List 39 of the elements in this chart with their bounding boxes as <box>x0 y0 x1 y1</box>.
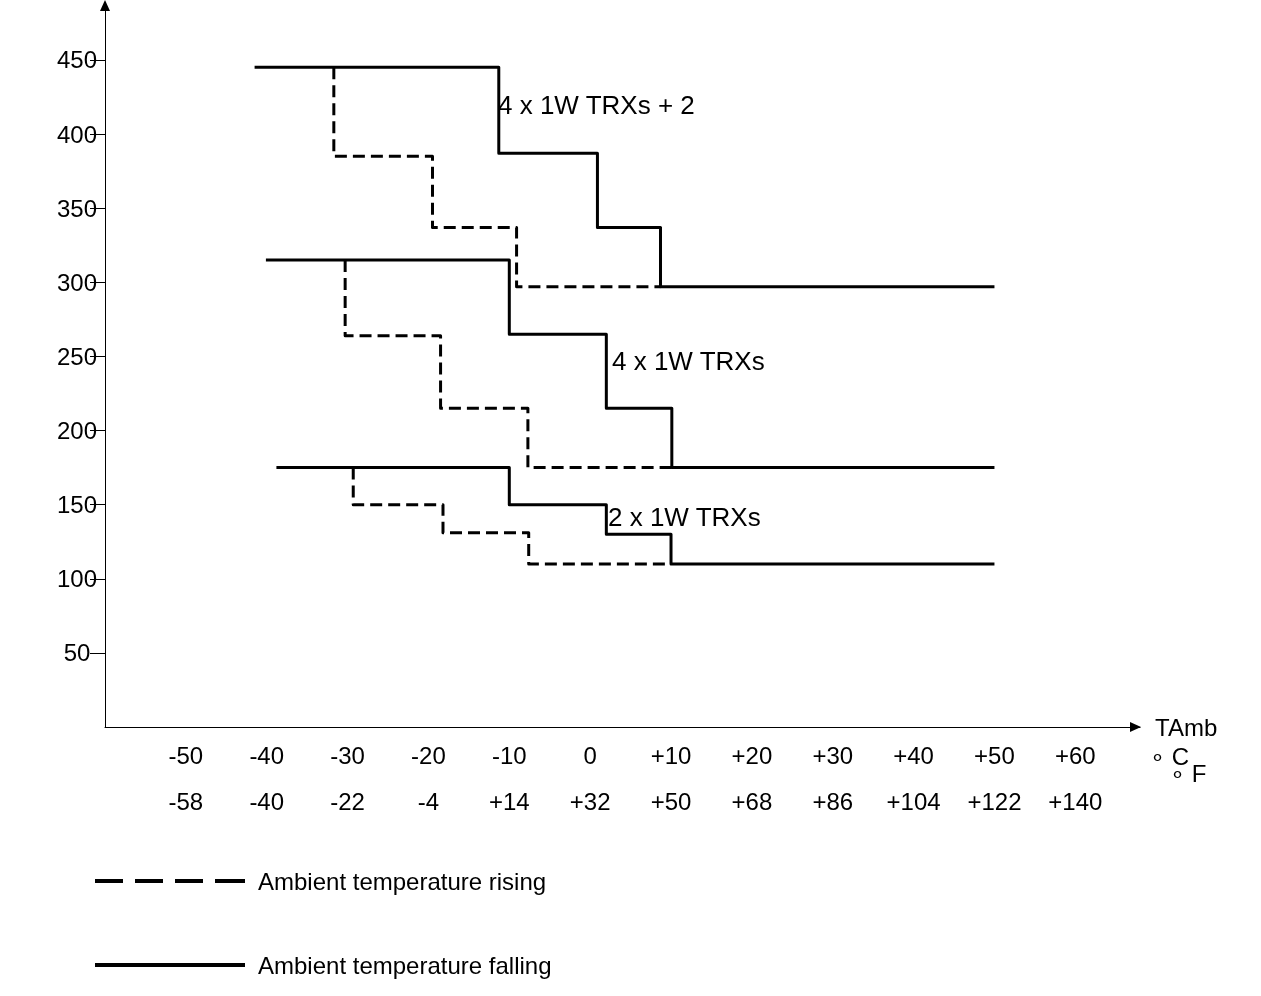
annotation: 2 x 1W TRXs <box>608 502 761 532</box>
x-axis-title: TAmb <box>1155 713 1218 741</box>
y-tick-label: 300 <box>56 268 98 296</box>
x-tick-label: +20 <box>731 741 773 769</box>
x2-tick-label: +14 <box>488 787 530 815</box>
y-tick-label: 50 <box>63 639 91 667</box>
x2-tick-label: +50 <box>650 787 692 815</box>
x-tick-label: -30 <box>330 741 365 769</box>
x2-tick-label: -40 <box>249 787 285 815</box>
legend-label: Ambient temperature rising <box>258 867 547 895</box>
y-tick-label: 400 <box>56 120 98 148</box>
x2-tick-label: +104 <box>886 787 941 815</box>
x-tick-label: -10 <box>491 741 527 769</box>
x2-tick-label: +86 <box>812 787 854 815</box>
x-tick-label: +10 <box>650 741 692 769</box>
annotation: 4 x 1W TRXs <box>612 346 765 376</box>
x2-tick-label: -4 <box>417 787 440 815</box>
y-tick-label: 150 <box>56 491 98 519</box>
x-tick-label: +50 <box>974 741 1015 769</box>
y-tick-label: 100 <box>56 565 98 593</box>
x2-tick-label: -58 <box>168 787 204 815</box>
x2-tick-label: +140 <box>1048 787 1103 815</box>
x2-tick-label: +68 <box>731 787 773 815</box>
annotation: 4 x 1W TRXs + 2 <box>498 90 695 120</box>
y-tick-label: 200 <box>56 417 98 445</box>
y-tick-label: 350 <box>56 194 98 222</box>
x2-tick-label: -22 <box>330 787 365 815</box>
x2-tick-label: +122 <box>967 787 1022 815</box>
x-tick-label: +40 <box>893 741 934 769</box>
legend-label: Ambient temperature falling <box>258 951 552 979</box>
x-tick-label: +60 <box>1054 741 1096 769</box>
x-tick-label: 0 <box>583 741 597 769</box>
x2-tick-label: +32 <box>569 787 611 815</box>
x-tick-label: +30 <box>812 741 854 769</box>
y-tick-label: 250 <box>56 342 98 370</box>
x-tick-label: -40 <box>249 741 285 769</box>
x-tick-label: -50 <box>168 741 204 769</box>
y-tick-label: 450 <box>56 46 98 74</box>
x-tick-label: -20 <box>411 741 446 769</box>
